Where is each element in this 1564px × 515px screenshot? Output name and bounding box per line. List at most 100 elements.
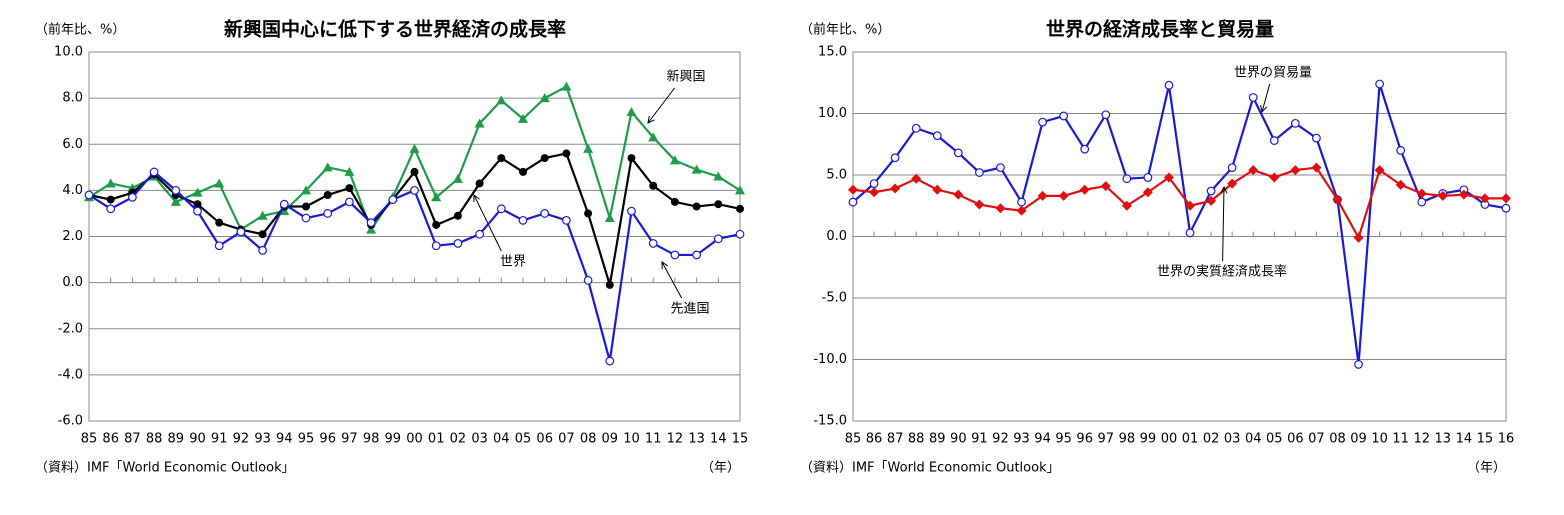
y-axis-label: （前年比、%） <box>35 22 125 38</box>
marker <box>192 187 203 197</box>
x-tick-label: 12 <box>667 432 684 447</box>
marker <box>1121 200 1132 211</box>
x-tick-label: 87 <box>887 432 904 447</box>
marker <box>996 163 1005 173</box>
x-tick-label: 03 <box>1224 432 1241 447</box>
marker <box>1122 174 1132 184</box>
marker <box>714 200 723 209</box>
marker <box>84 190 94 200</box>
marker <box>669 155 680 165</box>
marker <box>1038 117 1047 127</box>
marker <box>1163 172 1174 183</box>
marker <box>171 185 181 195</box>
callout-arrow <box>647 87 675 124</box>
x-tick-label: 02 <box>450 432 467 447</box>
x-tick-label: 02 <box>1203 432 1220 447</box>
y-axis-label: （前年比、%） <box>800 22 890 38</box>
x-tick-label: 94 <box>1034 432 1051 447</box>
marker <box>301 213 311 223</box>
marker <box>869 179 879 189</box>
callout-arrow <box>473 194 502 252</box>
marker <box>1417 197 1427 207</box>
marker <box>953 148 963 158</box>
callout-arrow <box>1222 186 1225 262</box>
marker <box>323 209 333 218</box>
x-tick-label: 05 <box>515 432 532 447</box>
x-tick-label: 90 <box>189 432 206 447</box>
marker <box>257 210 268 220</box>
series-callout: 世界の貿易量 <box>1234 66 1312 81</box>
marker <box>1100 181 1111 192</box>
marker <box>1311 162 1322 173</box>
x-tick-label: 95 <box>298 432 315 447</box>
marker <box>692 250 701 260</box>
marker <box>1312 133 1321 143</box>
x-tick-label: 88 <box>908 432 925 447</box>
marker <box>302 202 310 211</box>
x-tick-label: 92 <box>992 432 1009 447</box>
marker <box>735 229 745 239</box>
y-tick-label: 8.0 <box>62 91 83 106</box>
marker <box>149 167 159 177</box>
marker <box>127 192 137 202</box>
marker <box>932 131 942 141</box>
callout-arrowhead <box>661 261 669 270</box>
marker <box>519 167 527 176</box>
marker <box>366 218 376 228</box>
marker <box>193 206 202 216</box>
x-tick-label: 08 <box>580 432 597 447</box>
marker <box>1375 79 1385 89</box>
marker <box>995 203 1006 214</box>
source-note: （資料）IMF「World Economic Outlook」 <box>800 461 1060 476</box>
marker <box>1017 197 1026 207</box>
marker <box>214 241 224 251</box>
y-tick-label: -10.0 <box>813 352 847 367</box>
callout-arrow <box>661 261 683 299</box>
x-tick-label: 04 <box>493 432 510 447</box>
series-callout: 先進国 <box>670 302 709 317</box>
marker <box>1248 93 1258 102</box>
marker <box>432 220 441 229</box>
marker <box>453 239 463 248</box>
marker <box>344 166 355 176</box>
callout-arrow <box>1261 83 1271 113</box>
marker <box>518 113 528 123</box>
x-tick-label: 86 <box>866 432 883 447</box>
marker <box>236 227 246 237</box>
marker <box>627 154 636 163</box>
y-tick-label: -2.0 <box>58 321 83 336</box>
x-tick-label: 03 <box>471 432 488 447</box>
x-tick-label: 85 <box>845 432 862 447</box>
marker <box>496 204 506 214</box>
y-tick-label: 4.0 <box>62 183 83 198</box>
marker <box>1079 184 1090 195</box>
x-tick-label: 97 <box>1098 432 1115 447</box>
marker <box>410 185 419 195</box>
marker <box>1185 228 1195 238</box>
marker <box>258 245 268 255</box>
marker <box>561 81 572 91</box>
x-tick-label: 08 <box>1329 432 1346 447</box>
marker <box>170 196 181 206</box>
marker <box>106 195 115 204</box>
marker <box>1395 179 1406 190</box>
chart-title: 世界の経済成長率と貿易量 <box>1046 18 1274 41</box>
marker <box>540 154 549 163</box>
callout-arrowhead <box>647 116 655 124</box>
marker <box>1227 163 1237 173</box>
y-tick-label: -6.0 <box>58 414 83 429</box>
marker <box>301 185 311 195</box>
marker <box>584 209 593 218</box>
y-tick-label: 10.0 <box>54 45 83 60</box>
series-callout: 世界の実質経済成長率 <box>1157 264 1287 280</box>
marker <box>736 204 744 213</box>
marker <box>105 178 116 188</box>
y-tick-label: 15.0 <box>818 45 847 60</box>
y-tick-label: -15.0 <box>813 414 847 429</box>
x-tick-label: 04 <box>1245 432 1262 447</box>
marker <box>974 168 984 177</box>
x-tick-label: 10 <box>623 432 640 447</box>
y-tick-label: 0.0 <box>62 275 83 290</box>
x-tick-label: 11 <box>1392 432 1409 447</box>
